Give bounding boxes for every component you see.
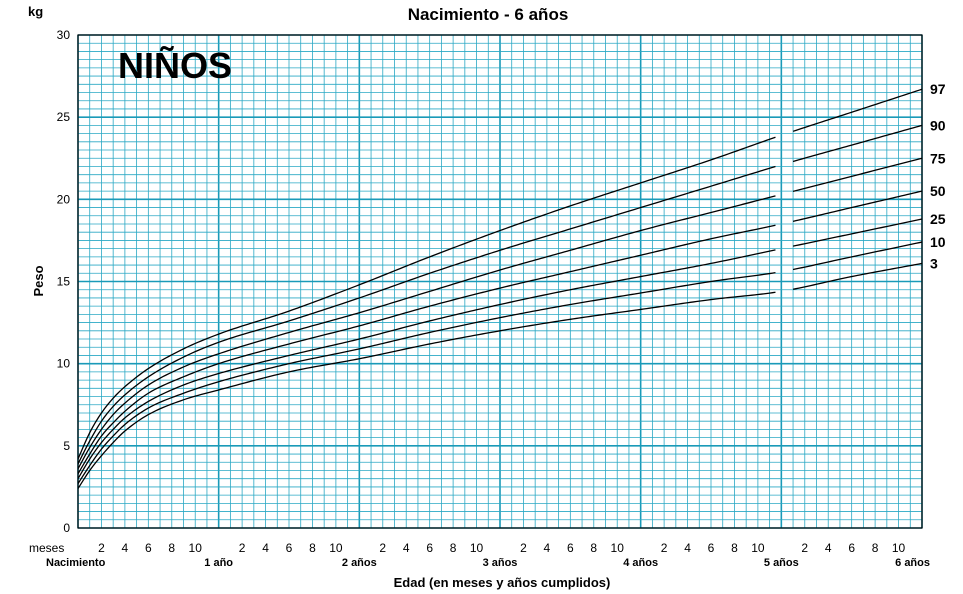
percentile-label-3: 3	[930, 255, 938, 271]
percentile-curve-25	[77, 218, 923, 480]
month-tick-label: 10	[329, 541, 343, 555]
y-tick-label: 20	[57, 192, 71, 206]
percentile-curve-75	[77, 157, 923, 470]
x-unit-label: meses	[29, 541, 64, 555]
plot-frame	[77, 34, 923, 529]
year-tick-label: Nacimiento	[46, 557, 106, 569]
month-tick-label: 8	[872, 541, 879, 555]
month-tick-label: 2	[98, 541, 105, 555]
month-tick-label: 4	[122, 541, 129, 555]
y-tick-label: 30	[57, 28, 71, 42]
series-labels: 97 90 75 50 25 10 3	[930, 81, 946, 271]
y-unit-label: kg	[28, 4, 43, 19]
month-tick-label: 10	[470, 541, 484, 555]
month-tick-label: 4	[684, 541, 691, 555]
month-tick-label: 8	[731, 541, 738, 555]
month-tick-label: 8	[309, 541, 316, 555]
year-tick-label: 2 años	[342, 557, 377, 569]
y-tick-label: 15	[57, 275, 71, 289]
month-tick-label: 8	[590, 541, 597, 555]
axis-ticks: 0 5 10 15 20 25 30 2 4 6 8 10 2 4 6 8 10 2 4 6 8 10 2 4 6 8 10 2 4 6 8…	[46, 28, 930, 569]
percentile-curve-90	[77, 124, 923, 465]
month-tick-label: 4	[403, 541, 410, 555]
month-tick-label: 2	[801, 541, 808, 555]
y-tick-label: 10	[57, 357, 71, 371]
year-tick-label: 1 año	[204, 557, 233, 569]
month-tick-label: 4	[825, 541, 832, 555]
y-tick-label: 0	[63, 521, 70, 535]
month-tick-label: 10	[611, 541, 625, 555]
percentile-curve-97	[77, 88, 923, 460]
month-tick-label: 6	[286, 541, 293, 555]
month-tick-label: 2	[661, 541, 668, 555]
month-tick-label: 6	[145, 541, 152, 555]
month-tick-label: 10	[892, 541, 906, 555]
month-tick-label: 2	[239, 541, 246, 555]
percentile-label-90: 90	[930, 117, 946, 133]
month-tick-label: 6	[426, 541, 433, 555]
month-tick-label: 6	[848, 541, 855, 555]
percentile-label-25: 25	[930, 211, 946, 227]
percentile-curve-50	[77, 190, 923, 475]
month-tick-label: 6	[567, 541, 574, 555]
month-tick-label: 4	[262, 541, 269, 555]
y-axis-label: Peso	[31, 265, 46, 296]
percentile-curves	[77, 88, 923, 489]
percentile-label-10: 10	[930, 234, 946, 250]
year-tick-label: 3 años	[483, 557, 518, 569]
percentile-label-75: 75	[930, 150, 946, 166]
year-tick-label: 5 años	[764, 557, 799, 569]
month-tick-label: 4	[544, 541, 551, 555]
percentile-curve-3	[77, 262, 923, 489]
chart-title: Nacimiento - 6 años	[408, 5, 569, 24]
month-tick-label: 8	[450, 541, 457, 555]
year-tick-label: 6 años	[895, 557, 930, 569]
subset-label: NIÑOS	[118, 44, 232, 86]
month-tick-label: 6	[708, 541, 715, 555]
percentile-label-97: 97	[930, 81, 946, 97]
month-tick-label: 8	[168, 541, 175, 555]
grid	[77, 34, 923, 529]
month-tick-label: 2	[379, 541, 386, 555]
percentile-curve-10	[77, 241, 923, 484]
y-tick-label: 5	[63, 439, 70, 453]
x-axis-label: Edad (en meses y años cumplidos)	[394, 575, 611, 590]
month-tick-label: 10	[751, 541, 765, 555]
percentile-label-50: 50	[930, 183, 946, 199]
month-tick-label: 10	[189, 541, 203, 555]
y-tick-label: 25	[57, 110, 71, 124]
month-tick-label: 2	[520, 541, 527, 555]
year-tick-label: 4 años	[623, 557, 658, 569]
